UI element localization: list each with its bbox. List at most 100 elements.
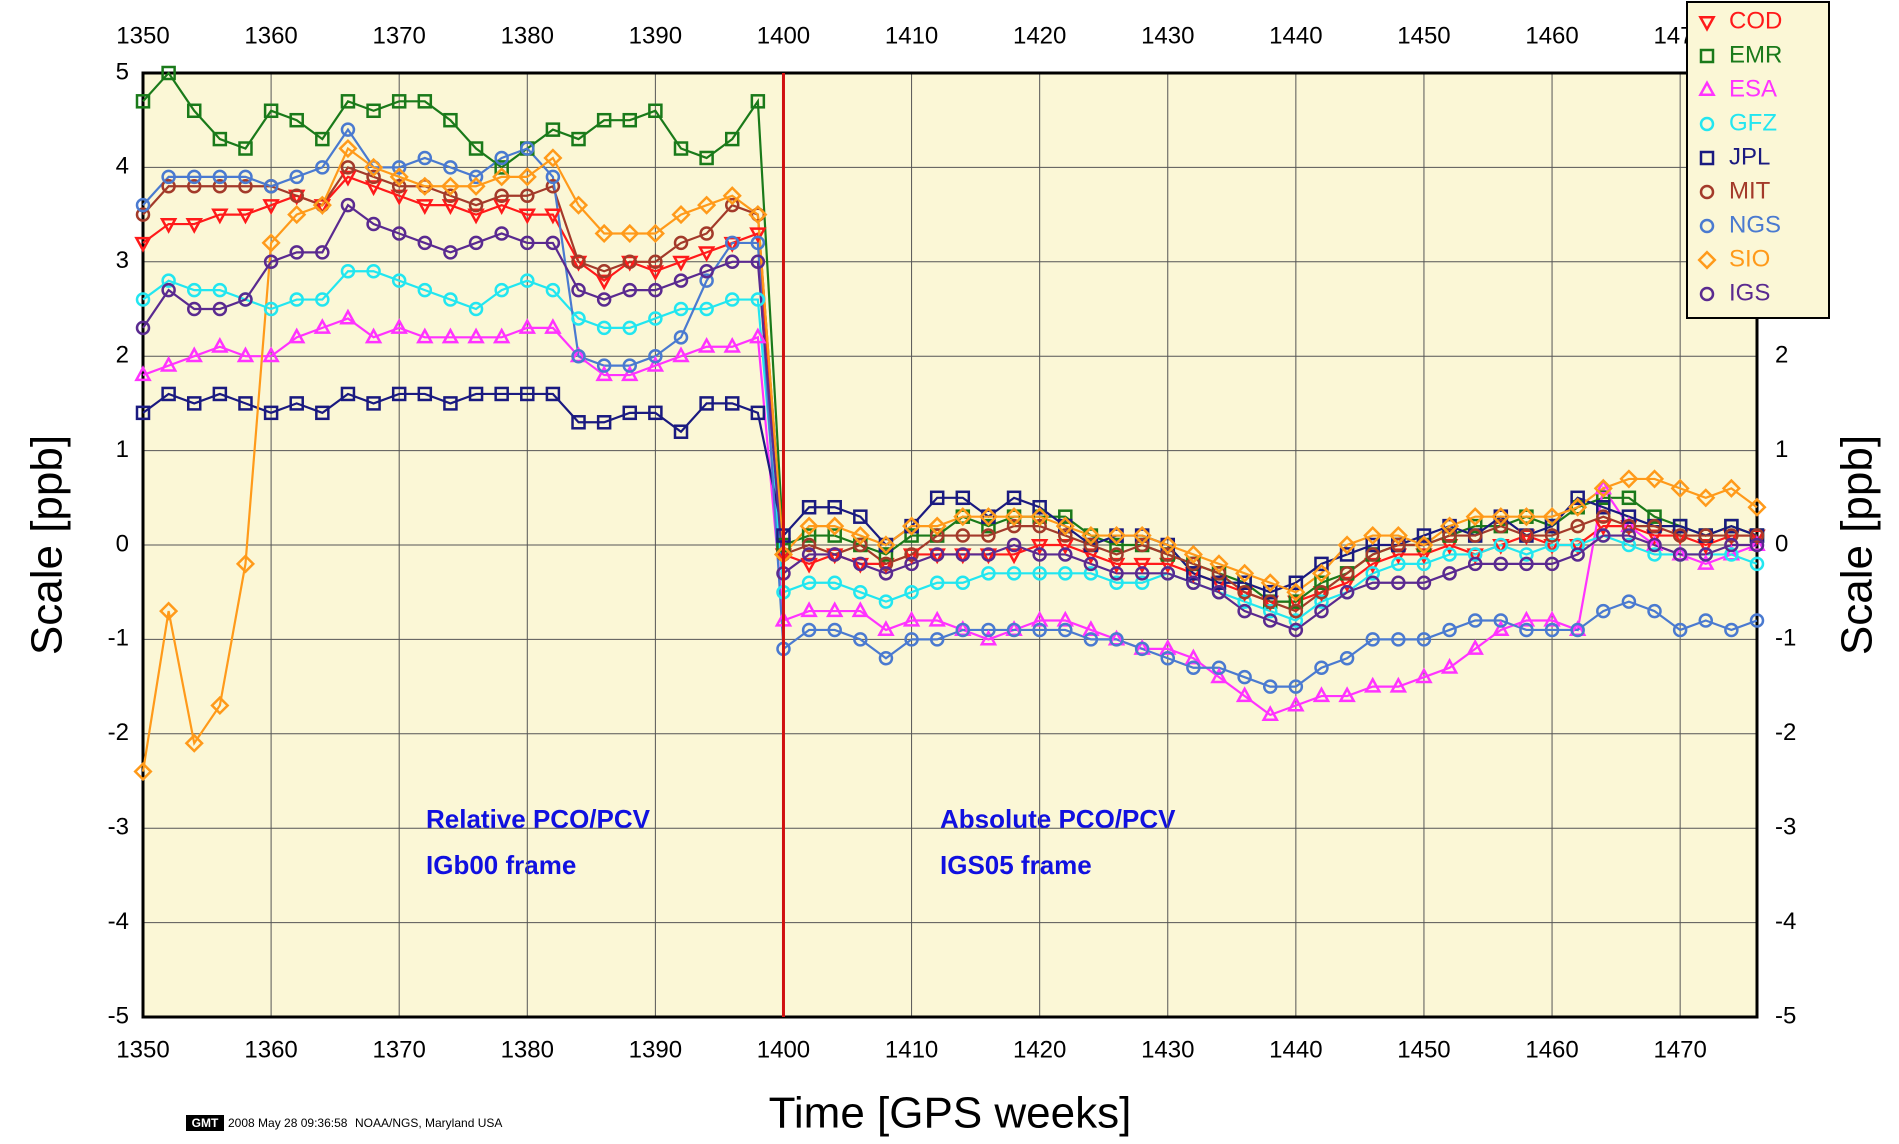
marker bbox=[1519, 509, 1534, 524]
marker bbox=[853, 632, 868, 647]
marker bbox=[135, 320, 151, 336]
marker bbox=[159, 601, 179, 621]
marker bbox=[1159, 639, 1177, 655]
annotation: Relative PCO/PCV bbox=[426, 804, 651, 834]
marker bbox=[981, 566, 996, 581]
marker bbox=[468, 197, 484, 213]
marker bbox=[1314, 594, 1329, 609]
x-tick-label-top: 1390 bbox=[629, 22, 682, 49]
marker bbox=[1288, 613, 1304, 628]
marker bbox=[648, 311, 663, 326]
marker bbox=[545, 169, 561, 185]
marker bbox=[1365, 547, 1380, 562]
marker bbox=[673, 141, 689, 156]
marker bbox=[288, 327, 306, 344]
marker bbox=[1082, 620, 1100, 637]
marker bbox=[1211, 566, 1227, 581]
marker bbox=[1647, 518, 1662, 534]
marker bbox=[518, 208, 536, 225]
y-axis-title: Scale [ppb] bbox=[23, 435, 72, 655]
x-tick-label: 1450 bbox=[1397, 1036, 1450, 1063]
marker bbox=[1030, 610, 1049, 627]
marker bbox=[1134, 566, 1150, 581]
marker bbox=[366, 396, 381, 411]
marker bbox=[315, 245, 330, 260]
marker bbox=[415, 176, 435, 196]
marker bbox=[441, 327, 460, 344]
marker bbox=[1364, 557, 1382, 574]
marker bbox=[1596, 509, 1611, 524]
marker bbox=[340, 197, 356, 213]
marker bbox=[750, 292, 766, 307]
marker bbox=[749, 327, 767, 344]
marker bbox=[902, 516, 922, 536]
marker bbox=[1391, 537, 1406, 553]
marker bbox=[1006, 518, 1022, 534]
marker bbox=[596, 263, 612, 279]
logo-box bbox=[186, 1115, 224, 1131]
marker bbox=[1621, 509, 1637, 524]
marker bbox=[1058, 547, 1073, 562]
marker bbox=[622, 320, 638, 336]
x-tick-label: 1430 bbox=[1141, 1036, 1194, 1063]
marker bbox=[211, 208, 229, 225]
marker bbox=[1032, 566, 1047, 581]
marker bbox=[1109, 632, 1124, 647]
marker bbox=[1416, 575, 1432, 591]
x-tick-label: 1460 bbox=[1525, 1036, 1578, 1063]
y-tick-label: 5 bbox=[116, 58, 129, 85]
marker bbox=[1724, 547, 1739, 562]
marker bbox=[340, 122, 356, 137]
marker bbox=[1493, 556, 1509, 572]
marker bbox=[494, 386, 509, 402]
marker bbox=[135, 292, 151, 307]
marker bbox=[1337, 535, 1357, 555]
marker bbox=[878, 651, 894, 666]
x-tick-label: 1360 bbox=[244, 1036, 297, 1063]
marker bbox=[1006, 622, 1022, 638]
marker bbox=[1058, 518, 1073, 534]
marker bbox=[185, 217, 203, 234]
marker bbox=[981, 528, 996, 543]
legend-marker bbox=[1697, 250, 1717, 270]
x-tick-label: 1420 bbox=[1013, 1036, 1066, 1063]
marker bbox=[1519, 622, 1534, 638]
x-tick-label: 1470 bbox=[1653, 1036, 1706, 1063]
marker bbox=[622, 358, 638, 373]
marker bbox=[1314, 575, 1329, 591]
marker bbox=[1492, 620, 1510, 637]
marker bbox=[1260, 573, 1280, 593]
marker bbox=[417, 150, 433, 166]
marker bbox=[1570, 547, 1585, 562]
marker bbox=[1004, 507, 1024, 527]
x-axis-title: Time [GPS weeks] bbox=[769, 1089, 1132, 1138]
marker bbox=[621, 365, 639, 382]
marker bbox=[673, 330, 689, 345]
marker bbox=[1288, 603, 1304, 619]
marker bbox=[235, 554, 256, 574]
marker bbox=[391, 226, 407, 241]
marker bbox=[1724, 537, 1739, 553]
marker bbox=[699, 396, 714, 411]
x-tick-label-top: 1440 bbox=[1269, 22, 1322, 49]
marker bbox=[494, 160, 509, 175]
marker bbox=[724, 396, 740, 411]
marker bbox=[1517, 610, 1536, 627]
marker bbox=[1235, 686, 1254, 703]
marker bbox=[1160, 537, 1176, 553]
marker bbox=[1594, 478, 1612, 495]
x-tick-label: 1400 bbox=[757, 1036, 810, 1063]
marker bbox=[801, 499, 817, 515]
legend-marker bbox=[1699, 48, 1715, 64]
marker bbox=[135, 207, 151, 222]
legend-marker bbox=[1699, 116, 1715, 132]
marker bbox=[750, 235, 766, 251]
marker bbox=[1109, 566, 1124, 581]
marker bbox=[364, 327, 383, 344]
marker bbox=[391, 179, 407, 194]
marker bbox=[1056, 538, 1074, 555]
series-layer bbox=[133, 65, 1767, 782]
marker bbox=[1749, 613, 1765, 628]
marker bbox=[1647, 537, 1662, 553]
marker bbox=[520, 188, 535, 203]
